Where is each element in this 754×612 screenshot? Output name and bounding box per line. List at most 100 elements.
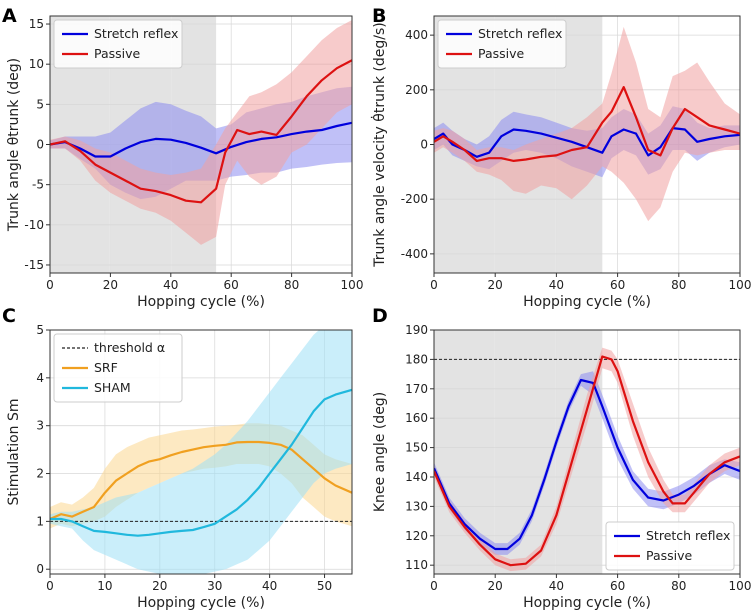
x-tick-label: 100 — [729, 579, 752, 593]
y-tick-label: 400 — [405, 28, 428, 42]
y-tick-label: 120 — [405, 529, 428, 543]
legend-label: Passive — [646, 548, 693, 563]
band-stretch-reflex — [434, 371, 740, 555]
x-tick-label: 80 — [284, 278, 299, 292]
x-tick-label: 20 — [488, 579, 503, 593]
band-passive — [434, 26, 740, 222]
series-line-passive — [50, 59, 352, 204]
panel-label: B — [372, 5, 386, 27]
series-line-sham — [50, 388, 352, 537]
series-line-srf — [50, 440, 352, 521]
plot-area — [434, 347, 740, 572]
axes-frame — [433, 329, 741, 575]
y-tick-label: 200 — [405, 83, 428, 97]
y-tick-label: 2 — [36, 467, 44, 481]
x-tick-label: 0 — [430, 278, 438, 292]
y-tick-label: -10 — [24, 218, 44, 232]
series-line-stretch-reflex — [50, 121, 352, 158]
series-line-passive — [434, 85, 740, 162]
y-tick-label: 190 — [405, 323, 428, 337]
axes-frame — [49, 329, 353, 575]
y-tick-label: 0 — [36, 562, 44, 576]
x-tick-label: 40 — [262, 579, 277, 593]
x-tick-label: 20 — [103, 278, 118, 292]
x-axis-label: Hopping cycle (%) — [523, 595, 651, 611]
x-tick-label: 30 — [207, 579, 222, 593]
x-tick-label: 20 — [152, 579, 167, 593]
y-tick-label: 110 — [405, 558, 428, 572]
panel-label: A — [2, 5, 17, 27]
legend-label: Stretch reflex — [646, 528, 730, 543]
panel-C: 0 10 20 30 40 50 0 1 2 3 4 5 Hopping cycle (%) Stimul… — [2, 305, 353, 611]
y-tick-label: -200 — [401, 192, 428, 206]
x-axis-label: Hopping cycle (%) — [137, 294, 265, 310]
band-passive — [50, 20, 352, 245]
y-tick-label: -400 — [401, 247, 428, 261]
y-tick-label: 3 — [36, 419, 44, 433]
y-axis-label: Knee angle (deg) — [372, 392, 388, 512]
legend-label: threshold α — [94, 340, 165, 355]
plot-area — [434, 26, 740, 222]
panel-A: 0 20 40 60 80 100 -15 -10 -5 0 5 10 15 Hopping cycle … — [2, 5, 363, 310]
y-tick-label: 5 — [36, 323, 44, 337]
legend-label: Stretch reflex — [478, 26, 562, 41]
plot-area — [50, 20, 352, 245]
legend-label: SHAM — [94, 380, 131, 395]
x-tick-label: 40 — [549, 278, 564, 292]
y-tick-label: -5 — [32, 178, 44, 192]
legend: threshold α SRF SHAM — [53, 333, 183, 403]
x-axis-label: Hopping cycle (%) — [523, 294, 651, 310]
x-tick-label: 60 — [610, 579, 625, 593]
plot-area — [50, 330, 352, 574]
y-tick-label: 15 — [29, 17, 44, 31]
series-line-passive — [434, 355, 740, 567]
y-tick-label: 1 — [36, 514, 44, 528]
x-axis-label: Hopping cycle (%) — [137, 595, 265, 611]
legend-box — [53, 19, 183, 69]
legend: Stretch reflex Passive — [437, 19, 567, 69]
legend-box — [437, 19, 567, 69]
legend: Stretch reflex Passive — [605, 521, 735, 571]
x-tick-label: 50 — [317, 579, 332, 593]
y-axis-label: Trunk angle velocity θ̇trunk (deg/s) — [370, 22, 388, 267]
y-tick-label: 180 — [405, 352, 428, 366]
y-tick-label: -15 — [24, 258, 44, 272]
y-tick-label: 0 — [420, 138, 428, 152]
y-tick-label: 0 — [36, 138, 44, 152]
y-tick-label: 150 — [405, 441, 428, 455]
legend-label: Stretch reflex — [94, 26, 178, 41]
legend-label: Passive — [94, 46, 141, 61]
legend-label: Passive — [478, 46, 525, 61]
y-axis-label: Trunk angle θtrunk (deg) — [6, 58, 22, 232]
x-tick-label: 100 — [729, 278, 752, 292]
series-line-stretch-reflex — [434, 378, 740, 551]
x-tick-label: 80 — [671, 579, 686, 593]
y-axis-label: Stimulation Sm — [6, 398, 22, 505]
x-tick-label: 0 — [46, 278, 54, 292]
legend-box — [53, 333, 183, 403]
y-tick-label: 10 — [29, 57, 44, 71]
panel-D: 0 20 40 60 80 100 110 120 130 140 150 160 170 180 190 H… — [372, 305, 751, 611]
band-sham — [50, 330, 352, 574]
legend-box — [605, 521, 735, 571]
y-tick-label: 5 — [36, 97, 44, 111]
x-tick-label: 100 — [341, 278, 364, 292]
x-tick-label: 40 — [163, 278, 178, 292]
x-tick-label: 80 — [671, 278, 686, 292]
x-tick-label: 10 — [97, 579, 112, 593]
legend: Stretch reflex Passive — [53, 19, 183, 69]
y-tick-label: 170 — [405, 382, 428, 396]
x-tick-label: 0 — [430, 579, 438, 593]
x-tick-label: 60 — [610, 278, 625, 292]
y-tick-label: 4 — [36, 371, 44, 385]
y-tick-label: 140 — [405, 470, 428, 484]
x-tick-label: 20 — [488, 278, 503, 292]
panel-label: C — [2, 305, 16, 327]
legend-label: SRF — [94, 360, 118, 375]
y-tick-label: 130 — [405, 499, 428, 513]
x-tick-label: 60 — [224, 278, 239, 292]
x-tick-label: 40 — [549, 579, 564, 593]
y-tick-label: 160 — [405, 411, 428, 425]
x-tick-label: 0 — [46, 579, 54, 593]
